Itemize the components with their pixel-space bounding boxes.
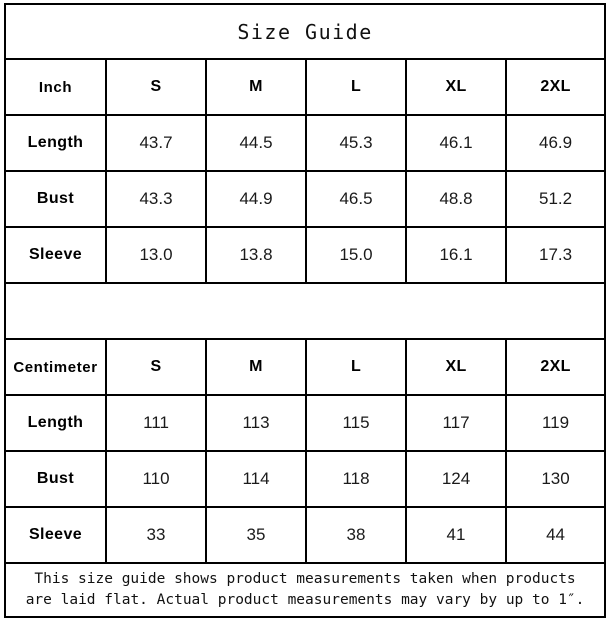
section-spacer-row <box>3 282 607 340</box>
cell-sleeve-inch-l: 15.0 <box>305 226 407 284</box>
cell-sleeve-inch-2xl: 17.3 <box>504 226 607 284</box>
size-header-xl-inch: XL <box>405 58 507 116</box>
table-row: Sleeve 33 35 38 41 44 <box>4 506 607 564</box>
cell-sleeve-cm-2xl: 44 <box>504 506 607 564</box>
cell-bust-inch-s: 43.3 <box>105 170 207 228</box>
cell-bust-cm-m: 114 <box>205 450 307 508</box>
cell-bust-cm-s: 110 <box>105 450 207 508</box>
cell-length-inch-l: 45.3 <box>305 114 407 172</box>
footer-note-line-1: This size guide shows product measuremen… <box>34 571 576 587</box>
row-label-length-cm: Length <box>4 394 107 452</box>
footer-note: This size guide shows product measuremen… <box>3 562 607 618</box>
row-label-length-inch: Length <box>4 114 107 172</box>
size-guide-table: Size Guide Inch S M L XL 2XL Length 43.7… <box>3 3 607 618</box>
table-row: Sleeve 13.0 13.8 15.0 16.1 17.3 <box>4 226 607 284</box>
cell-length-cm-2xl: 119 <box>504 394 607 452</box>
cell-length-inch-xl: 46.1 <box>405 114 507 172</box>
table-row: Bust 43.3 44.9 46.5 48.8 51.2 <box>4 170 607 228</box>
cell-bust-inch-l: 46.5 <box>305 170 407 228</box>
cell-bust-inch-m: 44.9 <box>205 170 307 228</box>
page-title: Size Guide <box>3 3 607 60</box>
row-label-sleeve-cm: Sleeve <box>4 506 107 564</box>
size-header-2xl-cm: 2XL <box>504 338 607 396</box>
centimeter-header-row: Centimeter S M L XL 2XL <box>4 338 607 396</box>
table-row: Length 43.7 44.5 45.3 46.1 46.9 <box>4 114 607 172</box>
size-header-2xl-inch: 2XL <box>504 58 607 116</box>
row-label-bust-cm: Bust <box>4 450 107 508</box>
unit-label-centimeter: Centimeter <box>4 338 107 396</box>
cell-sleeve-inch-m: 13.8 <box>205 226 307 284</box>
size-header-xl-cm: XL <box>405 338 507 396</box>
row-label-sleeve-inch: Sleeve <box>4 226 107 284</box>
cell-length-inch-s: 43.7 <box>105 114 207 172</box>
footer-note-row: This size guide shows product measuremen… <box>3 562 607 618</box>
cell-length-cm-l: 115 <box>305 394 407 452</box>
cell-sleeve-cm-m: 35 <box>205 506 307 564</box>
size-header-m-inch: M <box>205 58 307 116</box>
size-header-s-inch: S <box>105 58 207 116</box>
cell-sleeve-cm-l: 38 <box>305 506 407 564</box>
cell-bust-cm-xl: 124 <box>405 450 507 508</box>
cell-bust-inch-2xl: 51.2 <box>504 170 607 228</box>
size-header-s-cm: S <box>105 338 207 396</box>
cell-sleeve-cm-xl: 41 <box>405 506 507 564</box>
cell-length-cm-s: 111 <box>105 394 207 452</box>
cell-bust-inch-xl: 48.8 <box>405 170 507 228</box>
footer-note-line-2: are laid flat. Actual product measuremen… <box>25 592 585 608</box>
unit-label-inch: Inch <box>4 58 107 116</box>
cell-length-inch-m: 44.5 <box>205 114 307 172</box>
cell-bust-cm-2xl: 130 <box>504 450 607 508</box>
cell-length-cm-xl: 117 <box>405 394 507 452</box>
cell-sleeve-cm-s: 33 <box>105 506 207 564</box>
inch-header-row: Inch S M L XL 2XL <box>4 58 607 116</box>
cell-bust-cm-l: 118 <box>305 450 407 508</box>
size-header-l-cm: L <box>305 338 407 396</box>
section-spacer <box>3 282 607 340</box>
cell-length-inch-2xl: 46.9 <box>504 114 607 172</box>
size-header-l-inch: L <box>305 58 407 116</box>
cell-sleeve-inch-xl: 16.1 <box>405 226 507 284</box>
table-row: Bust 110 114 118 124 130 <box>4 450 607 508</box>
title-row: Size Guide <box>3 3 607 60</box>
size-header-m-cm: M <box>205 338 307 396</box>
table-row: Length 111 113 115 117 119 <box>4 394 607 452</box>
cell-sleeve-inch-s: 13.0 <box>105 226 207 284</box>
cell-length-cm-m: 113 <box>205 394 307 452</box>
row-label-bust-inch: Bust <box>4 170 107 228</box>
